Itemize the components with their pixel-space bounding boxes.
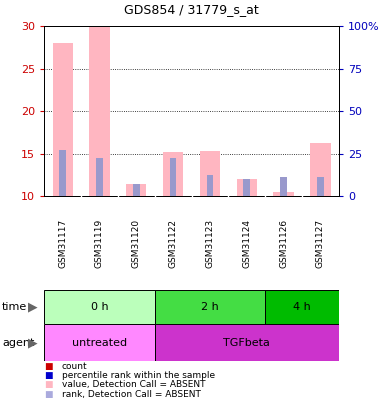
Text: GSM31122: GSM31122 [169,219,177,267]
Bar [155,324,339,361]
Text: ■: ■ [44,371,53,380]
Text: ▶: ▶ [28,300,38,313]
Text: TGFbeta: TGFbeta [223,338,270,347]
Bar [96,158,103,196]
Bar [280,177,287,196]
Text: ■: ■ [44,362,53,371]
Text: ■: ■ [44,390,53,399]
Text: GSM31124: GSM31124 [242,219,251,267]
Bar [44,290,155,324]
Text: GSM31120: GSM31120 [132,218,141,268]
Bar [89,26,110,196]
Bar [207,175,213,196]
Text: GDS854 / 31779_s_at: GDS854 / 31779_s_at [124,3,259,16]
Text: untreated: untreated [72,338,127,347]
Text: GSM31119: GSM31119 [95,218,104,268]
Text: GSM31126: GSM31126 [279,218,288,268]
Bar [44,324,155,361]
Text: 4 h: 4 h [293,302,311,312]
Bar [155,290,265,324]
Text: ■: ■ [44,380,53,389]
Text: GSM31123: GSM31123 [206,218,214,268]
Bar [126,183,146,196]
Bar [243,179,250,196]
Bar [133,183,140,196]
Text: ▶: ▶ [28,336,38,349]
Text: GSM31127: GSM31127 [316,218,325,268]
Bar [237,179,257,196]
Bar [310,143,330,196]
Text: percentile rank within the sample: percentile rank within the sample [62,371,215,380]
Text: count: count [62,362,87,371]
Bar [163,152,183,196]
Bar [273,192,294,196]
Bar [59,149,66,196]
Text: time: time [2,302,27,312]
Text: agent: agent [2,338,34,347]
Bar [200,151,220,196]
Text: rank, Detection Call = ABSENT: rank, Detection Call = ABSENT [62,390,201,399]
Text: GSM31117: GSM31117 [58,218,67,268]
Text: value, Detection Call = ABSENT: value, Detection Call = ABSENT [62,380,205,389]
Bar [170,158,176,196]
Bar [265,290,339,324]
Bar [317,177,324,196]
Text: 0 h: 0 h [91,302,108,312]
Bar [53,43,73,196]
Text: 2 h: 2 h [201,302,219,312]
